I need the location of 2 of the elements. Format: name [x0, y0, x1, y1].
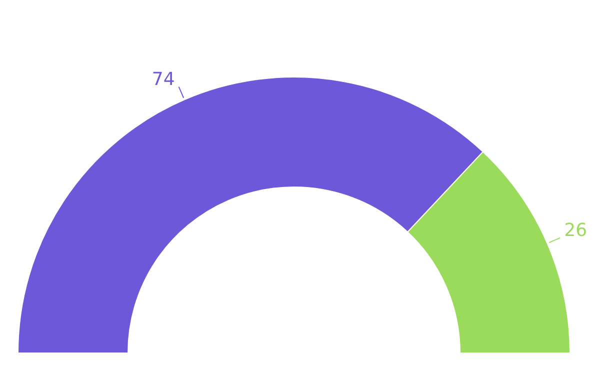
data-label: 26: [564, 220, 588, 241]
data-label: 74: [152, 68, 175, 90]
